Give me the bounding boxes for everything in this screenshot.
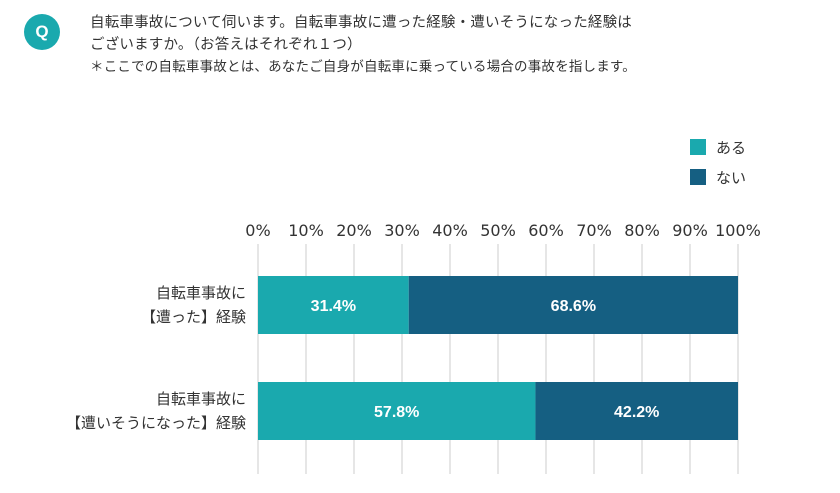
x-tick-label: 0% xyxy=(245,221,270,240)
x-tick-label: 30% xyxy=(384,221,420,240)
bar-segment xyxy=(535,382,738,440)
legend-swatch-nai xyxy=(690,169,706,185)
category-label: 自転車事故に xyxy=(156,390,246,408)
bar-segment xyxy=(258,382,536,440)
bar-data-label: 42.2% xyxy=(614,404,659,421)
question-line-1: 自転車事故について伺います。自転車事故に遭った経験・遭いそうになった経験は xyxy=(90,15,633,31)
bar-segment xyxy=(408,276,738,334)
x-tick-label: 40% xyxy=(432,221,468,240)
x-tick-label: 20% xyxy=(336,221,372,240)
x-tick-label: 80% xyxy=(624,221,660,240)
bar-data-label: 68.6% xyxy=(551,298,596,315)
legend-label-aru: ある xyxy=(716,138,747,157)
x-tick-label: 100% xyxy=(715,221,761,240)
category-label: 自転車事故に xyxy=(156,284,246,302)
x-tick-label: 60% xyxy=(528,221,564,240)
legend-swatch-aru xyxy=(690,139,706,155)
bar-segment xyxy=(258,276,409,334)
x-tick-label: 90% xyxy=(672,221,708,240)
legend-label-nai: ない xyxy=(716,168,747,187)
question-badge: Q xyxy=(24,14,60,50)
x-tick-label: 50% xyxy=(480,221,516,240)
chart-legend: ある ない xyxy=(690,134,746,194)
question-text: 自転車事故について伺います。自転車事故に遭った経験・遭いそうになった経験は ござ… xyxy=(90,12,828,78)
legend-item-aru: ある xyxy=(690,134,746,160)
category-label: 【遭った】経験 xyxy=(141,308,246,326)
x-tick-label: 10% xyxy=(288,221,324,240)
bar-data-label: 57.8% xyxy=(374,404,419,421)
category-label: 【遭いそうになった】経験 xyxy=(66,414,246,432)
bar-data-label: 31.4% xyxy=(311,298,356,315)
legend-item-nai: ない xyxy=(690,164,746,190)
question-note: ＊ここでの自転車事故とは、あなたご自身が自転車に乗っている場合の事故を指します。 xyxy=(90,59,636,75)
x-tick-label: 70% xyxy=(576,221,612,240)
question-line-2: ございますか。（お答えはそれぞれ１つ） xyxy=(90,37,362,53)
